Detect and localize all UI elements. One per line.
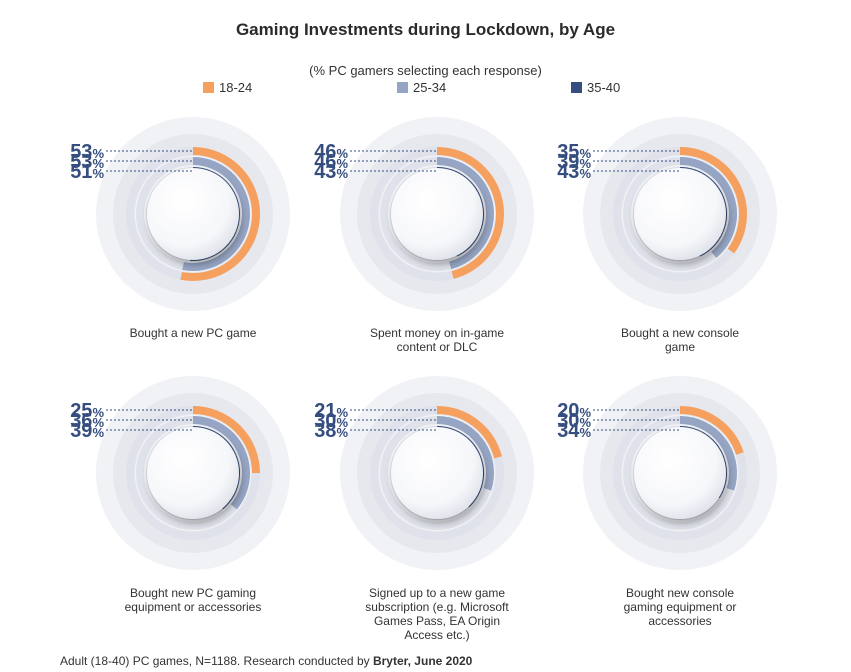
legend-label-18-24: 18-24 — [219, 79, 253, 95]
chart-4-value-35-40: 39% — [70, 420, 104, 442]
chart-5-arc-25-34 — [436, 416, 494, 491]
chart-6-arc-18-24 — [679, 406, 744, 455]
footer-source: Bryter, June 2020 — [372, 654, 473, 668]
chart-1-center-disc — [147, 168, 239, 260]
chart-caption-5-line-3: Games Pass, EA Origin — [373, 614, 501, 628]
chart-caption-3-line-1: Bought a new console — [620, 326, 740, 340]
legend-label-25-34: 25-34 — [413, 79, 447, 95]
chart-3-value-25-34: 39% — [557, 151, 591, 173]
chart-caption-6-line-1: Bought new console — [625, 586, 735, 600]
chart-caption-6-line-3: accessories — [648, 614, 712, 628]
chart-4-arc-18-24 — [192, 406, 260, 474]
chart-2-value-25-34: 46% — [314, 151, 348, 173]
chart-caption-1: Bought a new PC game — [98, 326, 288, 340]
chart-5-arc-18-24 — [436, 406, 502, 459]
chart-caption-5: Signed up to a new game subscription (e.g… — [342, 586, 532, 642]
chart-3-center-disc — [634, 168, 726, 260]
footer-text: Adult (18-40) PC games, N=1188. Research… — [60, 654, 373, 668]
chart-3-arc-25-34 — [679, 157, 737, 258]
chart-caption-4-line-2: equipment or accessories — [124, 600, 262, 614]
legend-item-25-34: 25-34 — [397, 79, 447, 95]
chart-caption-5-line-2: subscription (e.g. Microsoft — [365, 600, 509, 614]
chart-5-value-18-24: 21% — [314, 400, 348, 422]
chart-caption-2: Spent money on in-game content or DLC — [342, 326, 532, 354]
chart-2-value-18-24: 46% — [314, 141, 348, 163]
chart-5-center-disc — [391, 427, 483, 519]
chart-6-arc-25-34 — [679, 416, 737, 491]
chart-5-value-35-40: 38% — [314, 420, 348, 442]
chart-caption-5-line-1: Signed up to a new game — [368, 586, 506, 600]
chart-1-value-25-34: 53% — [70, 151, 104, 173]
chart-2-arc-18-24 — [436, 147, 504, 279]
chart-4-value-18-24: 25% — [70, 400, 104, 422]
chart-3-value-35-40: 43% — [557, 161, 591, 183]
chart-caption-1-line-1: Bought a new PC game — [129, 326, 257, 340]
chart-caption-5-line-4: Access etc.) — [404, 628, 470, 642]
chart-caption-4-line-1: Bought new PC gaming — [129, 586, 257, 600]
legend-label-35-40: 35-40 — [587, 79, 621, 95]
chart-1-arc-18-24 — [180, 147, 261, 281]
chart-caption-2-line-2: content or DLC — [396, 340, 478, 354]
legend-swatch-18-24 — [203, 81, 214, 93]
chart-4-value-25-34: 36% — [70, 410, 104, 432]
chart-2-center-disc — [391, 168, 483, 260]
chart-2-arc-25-34 — [436, 157, 494, 270]
chart-caption-2-line-1: Spent money on in-game — [369, 326, 505, 340]
chart-5-value-25-34: 30% — [314, 410, 348, 432]
chart-2-value-35-40: 43% — [314, 161, 348, 183]
chart-4-center-disc — [147, 427, 239, 519]
legend-swatch-25-34 — [397, 81, 408, 93]
chart-caption-3-line-2: game — [664, 340, 696, 354]
chart-6-center-disc — [634, 427, 726, 519]
chart-3-value-18-24: 35% — [557, 141, 591, 163]
legend-swatch-35-40 — [571, 81, 582, 93]
footer-note: Adult (18-40) PC games, N=1188. Research… — [60, 654, 472, 668]
chart-1-value-18-24: 53% — [70, 141, 104, 163]
chart-6-value-35-40: 34% — [557, 420, 591, 442]
chart-1-value-35-40: 51% — [70, 161, 104, 183]
chart-3-arc-18-24 — [679, 147, 747, 254]
chart-4-arc-25-34 — [192, 416, 250, 510]
chart-subtitle: (% PC gamers selecting each response) — [309, 63, 542, 78]
legend-item-18-24: 18-24 — [203, 79, 253, 95]
chart-6-value-18-24: 20% — [557, 400, 591, 422]
chart-6-value-25-34: 30% — [557, 410, 591, 432]
chart-1-arc-25-34 — [182, 157, 250, 271]
legend-item-35-40: 35-40 — [571, 79, 621, 95]
chart-caption-6-line-2: gaming equipment or — [623, 600, 737, 614]
chart-caption-4: Bought new PC gaming equipment or accesso… — [98, 586, 288, 614]
chart-title: Gaming Investments during Lockdown, by A… — [235, 20, 616, 39]
chart-caption-6: Bought new console gaming equipment or acc… — [585, 586, 775, 628]
chart-caption-3: Bought a new console game — [585, 326, 775, 354]
